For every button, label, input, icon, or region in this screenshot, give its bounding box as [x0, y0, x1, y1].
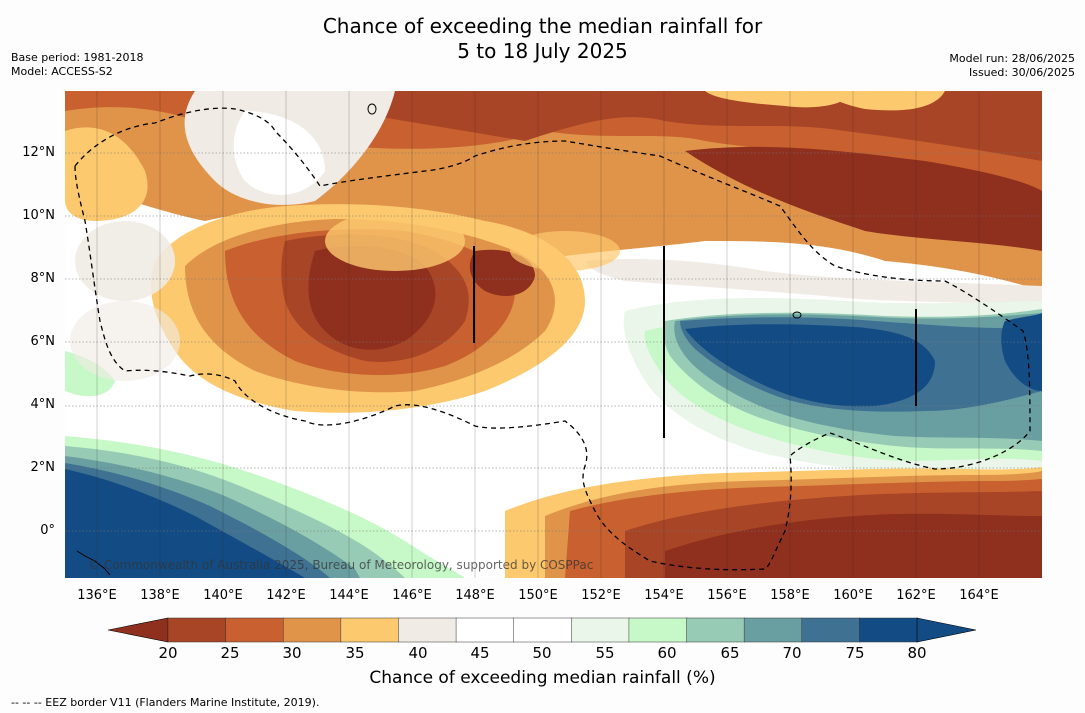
issued-date: Issued: 30/06/2025 [968, 66, 1075, 79]
colorbar-extend-low [107, 617, 169, 643]
colorbar-tick-75: 75 [845, 644, 865, 662]
lat-label-8n: 8°N [30, 271, 56, 286]
lon-label-160e: 160°E [833, 588, 873, 603]
lon-label-158e: 158°E [770, 588, 810, 603]
colorbar-tick-20: 20 [158, 644, 178, 662]
lon-label-156e: 156°E [707, 588, 747, 603]
colorbar-extend-high [916, 617, 977, 643]
lat-label-2n: 2°N [30, 460, 56, 475]
colorbar-segment [571, 617, 630, 643]
lon-label-142e: 142°E [266, 588, 306, 603]
colorbar-tick-50: 50 [532, 644, 552, 662]
colorbar-segment [167, 617, 227, 643]
lat-label-6n: 6°N [30, 334, 56, 349]
colorbar-tick-35: 35 [345, 644, 365, 662]
colorbar-segment [225, 617, 284, 643]
colorbar [107, 617, 978, 647]
colorbar-segment [859, 617, 918, 643]
lat-label-0: 0° [40, 523, 55, 538]
colorbar-segment [801, 617, 861, 643]
colorbar-label: Chance of exceeding median rainfall (%) [369, 668, 716, 688]
lat-label-12n: 12°N [22, 145, 55, 160]
meta-left: Base period: 1981-2018 Model: ACCESS-S2 [11, 51, 143, 79]
colorbar-segment [455, 617, 515, 643]
lon-label-146e: 146°E [392, 588, 432, 603]
lon-label-154e: 154°E [644, 588, 684, 603]
lon-label-148e: 148°E [455, 588, 495, 603]
colorbar-segment [513, 617, 573, 643]
colorbar-tick-30: 30 [282, 644, 302, 662]
colorbar-segment [282, 617, 342, 643]
eez-border [74, 107, 1031, 571]
lon-label-152e: 152°E [581, 588, 621, 603]
colorbar-segment [398, 617, 457, 643]
model-run: Model run: 28/06/2025 [949, 52, 1075, 65]
colorbar-segment [340, 617, 400, 643]
colorbar-tick-80: 80 [907, 644, 927, 662]
lon-label-140e: 140°E [203, 588, 243, 603]
colorbar-tick-40: 40 [408, 644, 428, 662]
lon-label-136e: 136°E [77, 588, 117, 603]
map-title: Chance of exceeding the median rainfall … [0, 14, 1085, 64]
colorbar-tick-55: 55 [595, 644, 615, 662]
colorbar-tick-65: 65 [720, 644, 740, 662]
copyright-credit: © Commonwealth of Australia 2025, Bureau… [88, 558, 594, 572]
rainfall-map [65, 91, 1042, 578]
colorbar-tick-25: 25 [220, 644, 240, 662]
colorbar-segment [628, 617, 688, 643]
lon-label-138e: 138°E [140, 588, 180, 603]
lon-label-144e: 144°E [329, 588, 369, 603]
title-line-1: Chance of exceeding the median rainfall … [322, 14, 763, 38]
probability-fill [65, 91, 1042, 578]
lon-label-150e: 150°E [518, 588, 558, 603]
map-canvas [65, 91, 1042, 578]
lon-label-162e: 162°E [896, 588, 936, 603]
colorbar-tick-70: 70 [782, 644, 802, 662]
colorbar-svg [107, 617, 977, 643]
colorbar-tick-45: 45 [470, 644, 490, 662]
meta-right: Model run: 28/06/2025 Issued: 30/06/2025 [949, 52, 1075, 80]
colorbar-segment [686, 617, 745, 643]
colorbar-tick-60: 60 [657, 644, 677, 662]
lat-label-4n: 4°N [30, 397, 56, 412]
base-period: Base period: 1981-2018 [11, 51, 144, 64]
lat-label-10n: 10°N [22, 208, 55, 223]
colorbar-segment [743, 617, 803, 643]
lon-label-164e: 164°E [959, 588, 999, 603]
title-line-2: 5 to 18 July 2025 [457, 39, 628, 63]
island-outlines [76, 103, 917, 576]
model-name: Model: ACCESS-S2 [11, 65, 113, 78]
eez-footnote: -- -- -- EEZ border V11 (Flanders Marine… [11, 696, 320, 709]
